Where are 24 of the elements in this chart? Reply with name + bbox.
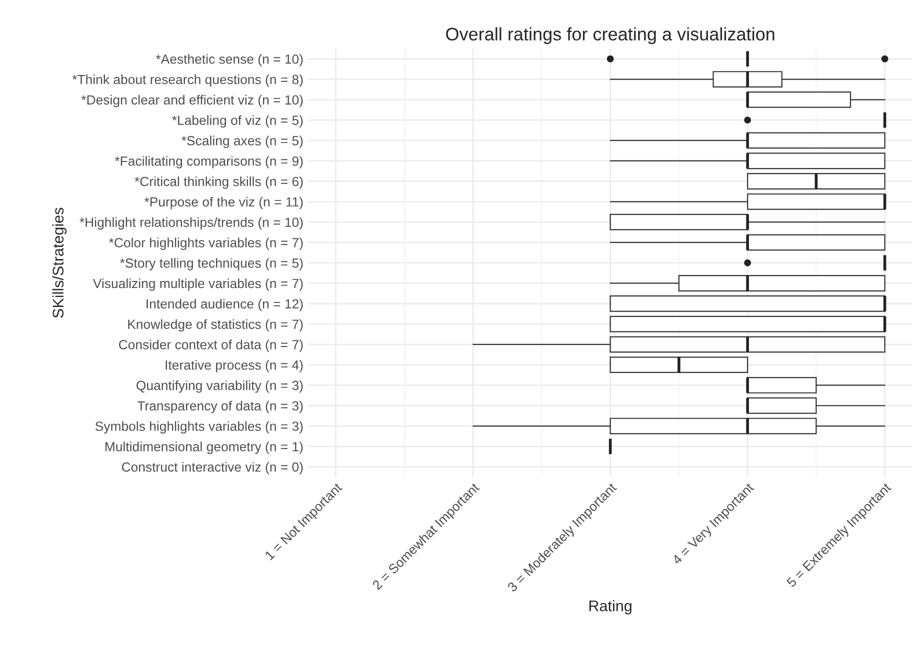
- y-tick-label: *Aesthetic sense (n = 10): [156, 54, 303, 66]
- y-tick-label: Intended audience (n = 12): [146, 298, 303, 312]
- y-tick-label: Quantifying variability (n = 3): [136, 380, 303, 393]
- y-tick-label: *Scaling axes (n = 5): [182, 136, 303, 148]
- y-tick-label: Transparency of data (n = 3): [137, 400, 303, 414]
- y-tick-label: *Think about research questions (n = 8): [72, 74, 303, 87]
- y-tick-label: *Story telling techniques (n = 5): [120, 258, 303, 270]
- chart-title: Overall ratings for creating a visualization: [446, 27, 774, 44]
- y-tick-label: *Highlight relationships/trends (n = 10): [80, 217, 303, 230]
- x-axis-title: Rating: [589, 600, 632, 614]
- y-tick-label: *Labeling of viz (n = 5): [172, 115, 303, 128]
- y-tick-label: Iterative process (n = 4): [166, 360, 303, 372]
- y-axis-title: SKills/Strategies: [52, 208, 67, 318]
- y-tick-label: Construct interactive viz (n = 0): [122, 462, 303, 474]
- y-tick-label: Multidimensional geometry (n = 1): [105, 442, 303, 454]
- y-tick-label: *Design clear and efficient viz (n = 10): [81, 94, 303, 108]
- y-tick-label: Knowledge of statistics (n = 7): [128, 319, 303, 332]
- y-tick-label: *Color highlights variables (n = 7): [109, 238, 303, 250]
- y-tick-label: *Critical thinking skills (n = 6): [134, 176, 303, 189]
- y-tick-label: *Purpose of the viz (n = 11): [144, 196, 303, 210]
- y-tick-label: Visualizing multiple variables (n = 7): [92, 278, 303, 291]
- y-tick-label: Symbols highlights variables (n = 3): [95, 421, 303, 434]
- y-tick-label: Consider context of data (n = 7): [118, 340, 303, 352]
- y-tick-label: *Facilitating comparisons (n = 9): [114, 156, 303, 168]
